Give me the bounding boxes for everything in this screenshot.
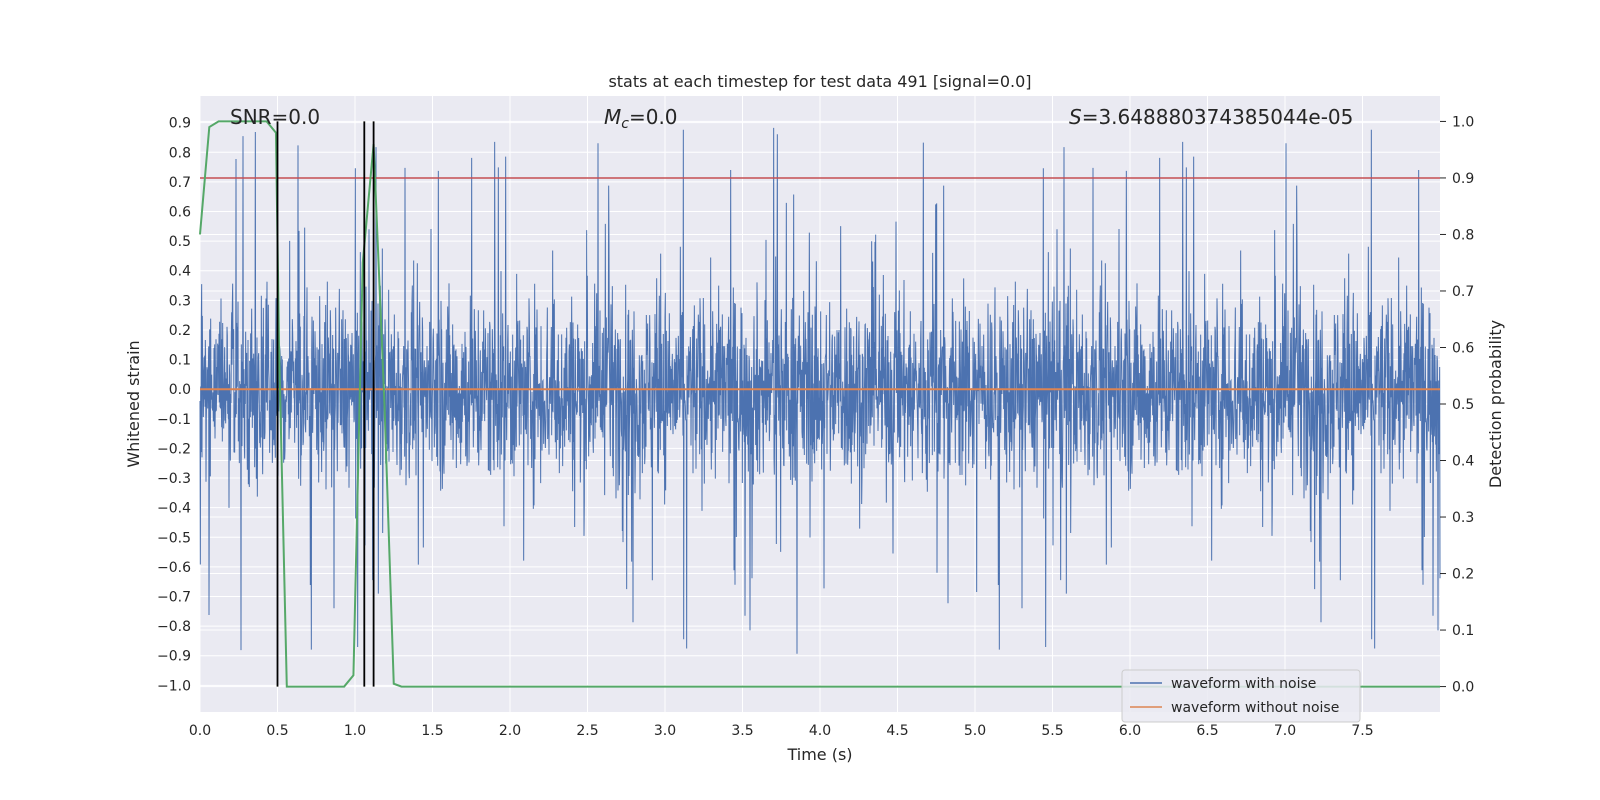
y-tick-label: −1.0: [157, 678, 191, 694]
chirp-mass-annotation: Mc=0.0: [604, 105, 678, 132]
x-tick-label: 5.0: [964, 723, 986, 739]
y-tick-label: 0.5: [169, 234, 191, 250]
legend-box: [1121, 669, 1361, 723]
y2-tick-label: 0.4: [1452, 454, 1474, 470]
y2-tick-label: 0.7: [1452, 284, 1474, 300]
y2-tick-label: 0.8: [1452, 227, 1474, 243]
y2-tick-label: 1.0: [1452, 114, 1474, 130]
y-axis-label: Whitened strain: [124, 340, 143, 467]
y-tick-label: 0.4: [169, 264, 191, 280]
x-tick-label: 4.0: [809, 723, 831, 739]
s-annotation: S=3.648880374385044e-05: [1069, 105, 1353, 129]
y-tick-label: −0.6: [157, 560, 191, 576]
x-tick-label: 3.5: [731, 723, 753, 739]
y-tick-label: 0.2: [169, 323, 191, 339]
y-tick-label: −0.1: [157, 412, 191, 428]
x-tick-label: 5.5: [1041, 723, 1063, 739]
s-symbol: S: [1069, 105, 1082, 129]
chirp-mass-symbol: M: [604, 105, 621, 129]
y-tick-label: 0.3: [169, 293, 191, 309]
y-tick-label: −0.7: [157, 590, 191, 606]
y2-axis-label: Detection probability: [1486, 320, 1505, 488]
chart-title: stats at each timestep for test data 491…: [608, 72, 1031, 91]
x-tick-label: 7.5: [1351, 723, 1373, 739]
x-axis-label: Time (s): [786, 745, 852, 764]
legend: waveform with noise waveform without noi…: [1121, 669, 1361, 723]
x-tick-label: 2.5: [576, 723, 598, 739]
x-tick-label: 6.5: [1196, 723, 1218, 739]
s-value: =3.648880374385044e-05: [1082, 105, 1354, 129]
y2-tick-label: 0.6: [1452, 340, 1474, 356]
x-tick-label: 1.5: [421, 723, 443, 739]
y-tick-label: −0.5: [157, 530, 191, 546]
chirp-mass-value: =0.0: [629, 105, 678, 129]
y-tick-label: 0.6: [169, 205, 191, 221]
legend-label-with-noise: waveform with noise: [1171, 676, 1316, 692]
y-tick-label: −0.4: [157, 501, 191, 517]
waveform-with-noise-line: [199, 127, 1441, 654]
x-tick-label: 4.5: [886, 723, 908, 739]
y-tick-label: 0.8: [169, 145, 191, 161]
y-tick-label: 0.1: [169, 353, 191, 369]
detection-probability-line: [199, 120, 1440, 688]
y-tick-label: 0.0: [169, 382, 191, 398]
x-tick-label: 0.0: [189, 723, 211, 739]
x-tick-label: 3.0: [654, 723, 676, 739]
x-tick-label: 2.0: [499, 723, 521, 739]
y2-tick-label: 0.2: [1452, 567, 1474, 583]
x-ticks: 0.0 0.5 1.0 1.5 2.0 2.5 3.0 3.5 4.0 4.5 5.0 5.5 6.0 6…: [189, 723, 1374, 739]
x-tick-label: 1.0: [344, 723, 366, 739]
y-tick-label: 0.9: [169, 116, 191, 132]
y-tick-label: −0.3: [157, 471, 191, 487]
x-tick-label: 0.5: [266, 723, 288, 739]
plot-area: [199, 120, 1441, 688]
y-tick-label: −0.8: [157, 619, 191, 635]
y2-tick-label: 0.0: [1452, 680, 1474, 696]
legend-label-without-noise: waveform without noise: [1171, 700, 1339, 716]
y2-tick-label: 0.3: [1452, 510, 1474, 526]
snr-annotation: SNR=0.0: [230, 105, 320, 129]
x-tick-label: 7.0: [1274, 723, 1296, 739]
y-tick-label: −0.2: [157, 441, 191, 457]
y2-tick-label: 0.1: [1452, 623, 1474, 639]
y-ticks: 0.9 0.8 0.7 0.6 0.5 0.4 0.3 0.2 0.1 0.0 −0.1 −0.2 −0…: [157, 116, 191, 695]
y2-tick-label: 0.5: [1452, 397, 1474, 413]
y2-ticks: 0.0 0.1 0.2 0.3 0.4 0.5 0.6 0.7 0.8 0.9 1.0: [1440, 114, 1474, 696]
x-tick-label: 6.0: [1119, 723, 1141, 739]
y-tick-label: 0.7: [169, 175, 191, 191]
chirp-mass-subscript: c: [621, 116, 629, 132]
y2-tick-label: 0.9: [1452, 171, 1474, 187]
y-tick-label: −0.9: [157, 649, 191, 665]
